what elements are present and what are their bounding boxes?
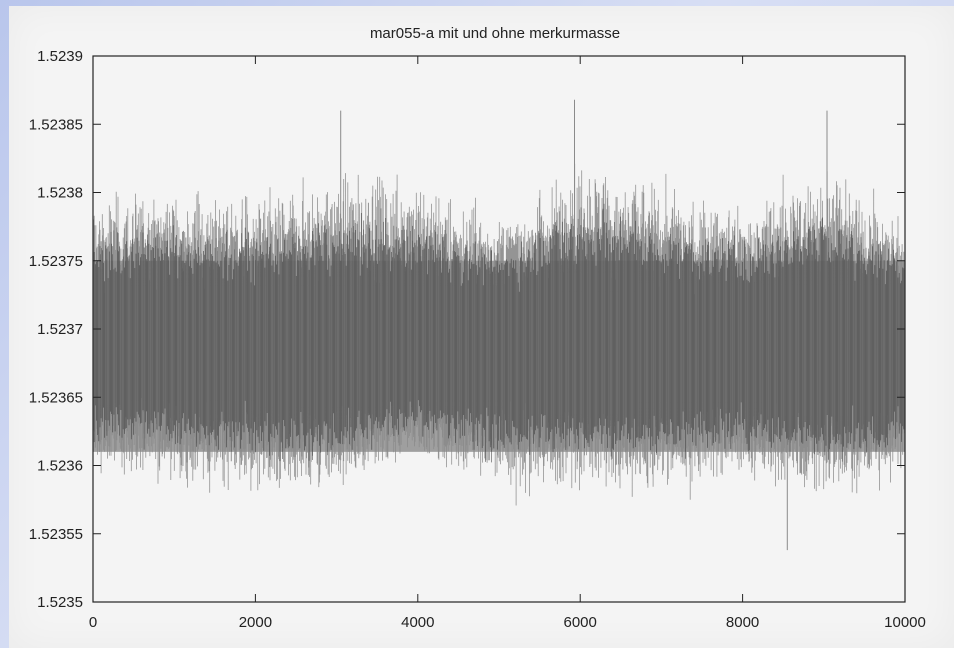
- x-tick-label: 10000: [884, 614, 926, 631]
- y-tick-label: 1.5235: [37, 594, 83, 611]
- x-tick-label: 6000: [564, 614, 597, 631]
- x-tick-label: 4000: [401, 614, 434, 631]
- x-tick-label: 2000: [239, 614, 272, 631]
- axes-layer: 0 2000 4000 6000 8000 10000 1.5235 1.52355 1.523…: [29, 48, 926, 631]
- series-peaks: [340, 99, 828, 551]
- chart-title: mar055-a mit und ohne merkurmasse: [370, 25, 620, 42]
- scanned-page: mar055-a mit und ohne merkurmasse 0 2000 4…: [9, 6, 954, 648]
- y-tick-label: 1.5238: [37, 185, 83, 202]
- x-tick-label: 8000: [726, 614, 759, 631]
- line-chart: mar055-a mit und ohne merkurmasse 0 2000 4…: [29, 25, 926, 631]
- y-tick-label: 1.52375: [29, 253, 83, 270]
- y-tick-label: 1.5237: [37, 321, 83, 338]
- y-tick-label: 1.5236: [37, 458, 83, 475]
- data-layer: [92, 99, 906, 551]
- y-tick-label: 1.52385: [29, 116, 83, 133]
- y-tick-label: 1.52355: [29, 526, 83, 543]
- x-tick-label: 0: [89, 614, 97, 631]
- y-tick-label: 1.52365: [29, 389, 83, 406]
- y-tick-label: 1.5239: [37, 48, 83, 65]
